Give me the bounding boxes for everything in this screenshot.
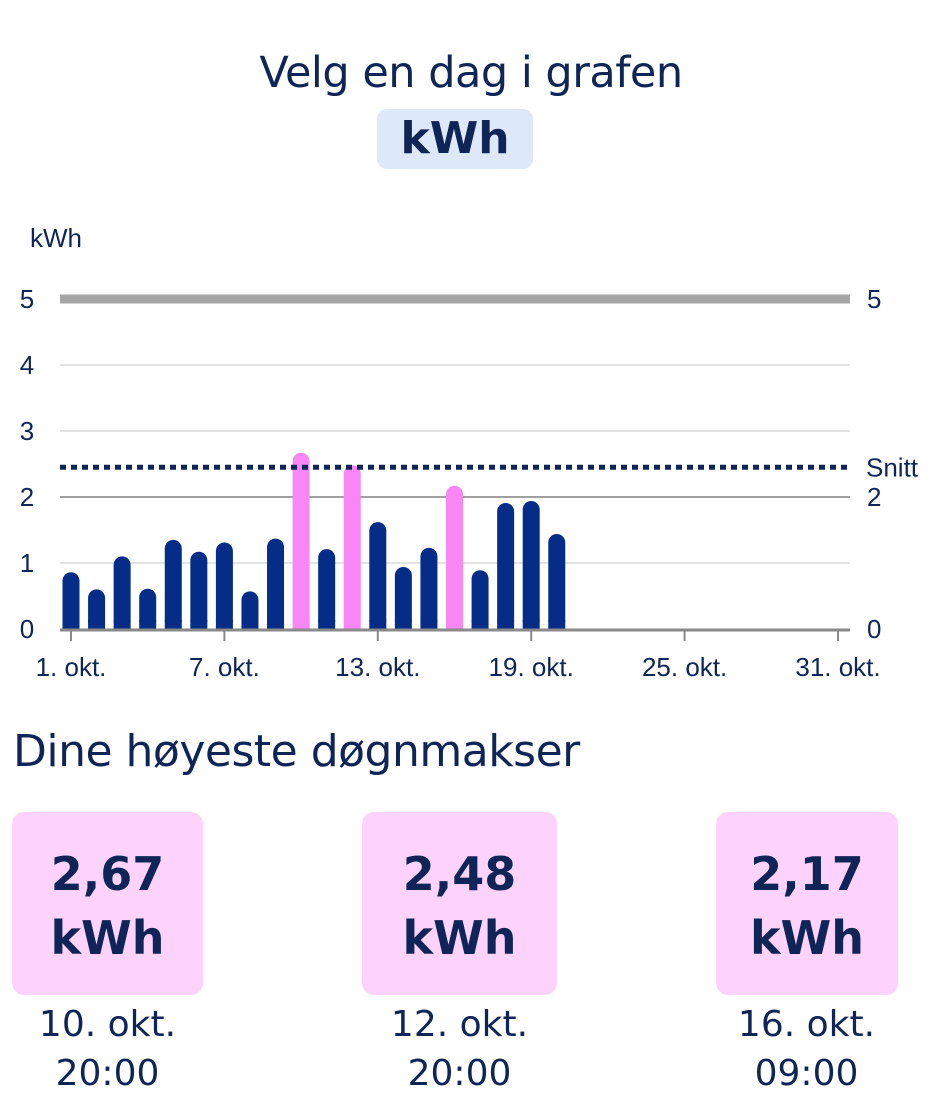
x-tick-label: 25. okt. [642,652,727,682]
bar[interactable] [394,566,412,629]
y-tick-label: 4 [20,350,34,380]
bar-base [267,620,285,629]
bar[interactable] [164,539,182,629]
bar[interactable] [88,589,106,629]
bar-base [369,620,387,629]
peak-value: 2,17 [750,847,864,901]
peak-card-2[interactable]: 2,48 kWh [362,812,557,995]
bar-base [88,620,106,629]
peak-date: 12. okt. [390,1004,529,1045]
bar[interactable] [139,588,157,629]
bar[interactable] [215,542,233,629]
bar[interactable] [318,549,336,629]
y-tick-label-right: 2 [867,482,881,512]
bar[interactable] [113,556,131,629]
bar-base [62,620,80,629]
x-tick-label: 7. okt. [189,652,260,682]
bar-highlight[interactable] [446,485,463,629]
y-tick-label: 3 [20,416,34,446]
bar[interactable] [471,570,489,629]
peak-unit: kWh [749,911,865,965]
unit-selector-button[interactable]: kWh [377,109,533,169]
y-tick-label: 5 [20,284,34,314]
peak-card-3[interactable]: 2,17 kWh [716,812,898,995]
bar-base [190,620,208,629]
bar-base [548,620,566,629]
bar-highlight-base [446,620,463,629]
bar[interactable] [548,533,566,629]
y-tick-label-right: 0 [867,614,881,644]
bar-base [471,620,489,629]
y-tick-label: 0 [20,614,34,644]
y-tick-label: 2 [20,482,34,512]
peak-date-1: 10. okt. 20:00 [7,1000,208,1098]
peak-card-1[interactable]: 2,67 kWh [12,812,203,995]
bar-base [113,620,131,629]
bar[interactable] [420,547,438,629]
bar[interactable] [241,591,259,629]
peak-time: 20:00 [407,1053,512,1094]
daily-consumption-chart[interactable]: kWh 0 1 2 3 4 5 0 2 5 Snitt 1. okt. 7. okt. 13. okt. 1… [0,210,942,700]
y-tick-label-right: 5 [867,284,881,314]
peak-time: 09:00 [754,1053,859,1094]
x-tick-label: 13. okt. [335,652,420,682]
peak-date-3: 16. okt. 09:00 [706,1000,907,1098]
bar-base [139,620,157,629]
x-tick-label: 19. okt. [489,652,574,682]
peak-date: 10. okt. [38,1004,177,1045]
bar-base [420,620,438,629]
x-tick-label: 31. okt. [795,652,880,682]
bar-base [318,620,336,629]
peak-date: 16. okt. [737,1004,876,1045]
bar[interactable] [62,572,80,629]
bar-base [215,620,233,629]
y-axis-label: kWh [30,223,82,253]
x-tick-label: 1. okt. [36,652,107,682]
bar-base [522,620,540,629]
peak-unit: kWh [50,911,165,965]
bar-highlight[interactable] [343,465,361,629]
bar[interactable] [267,538,285,629]
bar[interactable] [497,502,515,629]
average-label: Snitt [866,452,919,482]
peak-time: 20:00 [55,1053,160,1094]
bar-base [497,620,515,629]
peak-date-2: 12. okt. 20:00 [359,1000,560,1098]
bar-base [394,620,412,629]
peak-value: 2,48 [402,847,517,901]
peak-value: 2,67 [50,847,165,901]
bar-base [164,620,182,629]
peaks-heading: Dine høyeste døgnmakser [13,726,580,777]
bar-base [241,620,259,629]
peak-unit: kWh [402,911,517,965]
y-tick-label: 1 [20,548,34,578]
bar[interactable] [369,522,387,629]
bar-highlight[interactable] [292,452,310,629]
bar[interactable] [190,551,208,629]
page-title: Velg en dag i grafen [259,48,683,98]
bar-highlight-base [292,620,310,629]
bar-highlight-base [343,620,361,629]
bar[interactable] [522,500,540,629]
